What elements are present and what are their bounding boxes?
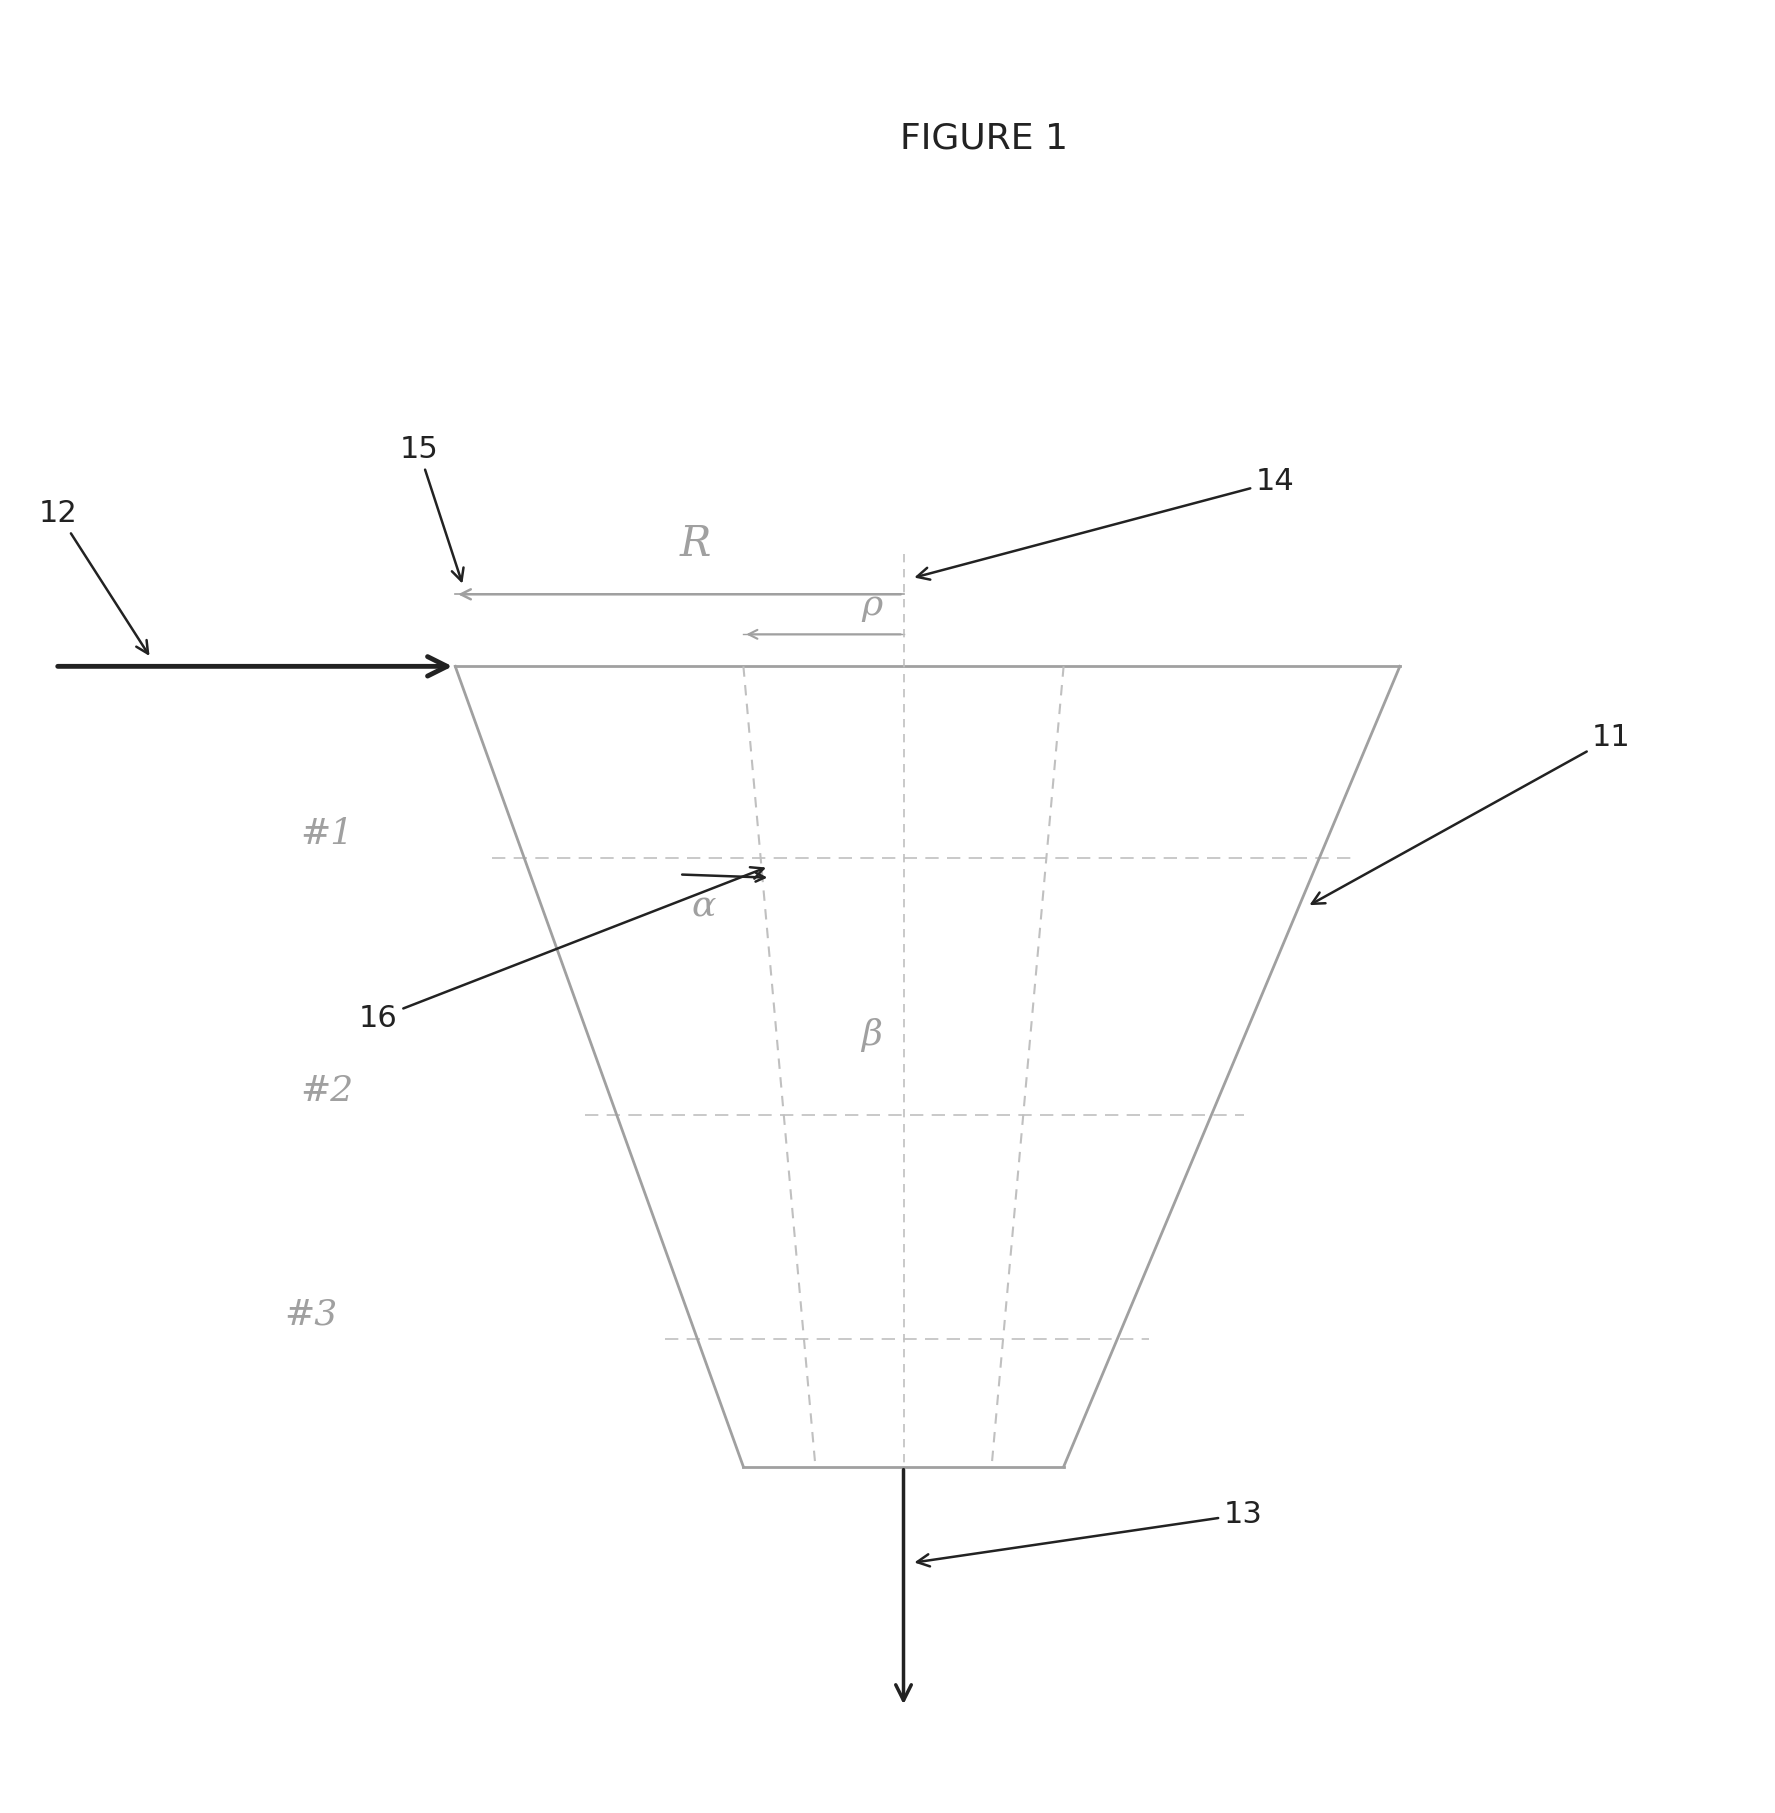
Text: R: R — [680, 524, 712, 566]
Text: 11: 11 — [1312, 723, 1631, 905]
Text: #1: #1 — [300, 818, 353, 852]
Text: 13: 13 — [918, 1499, 1262, 1566]
Text: #2: #2 — [300, 1073, 353, 1108]
Text: ρ: ρ — [861, 587, 882, 622]
Text: 15: 15 — [399, 435, 463, 580]
Text: 12: 12 — [39, 499, 147, 654]
Text: α: α — [690, 890, 715, 923]
Text: 16: 16 — [359, 867, 763, 1033]
Text: 14: 14 — [918, 468, 1294, 580]
Text: FIGURE 1: FIGURE 1 — [900, 121, 1067, 156]
Text: #3: #3 — [284, 1298, 337, 1333]
Text: β: β — [861, 1017, 882, 1052]
